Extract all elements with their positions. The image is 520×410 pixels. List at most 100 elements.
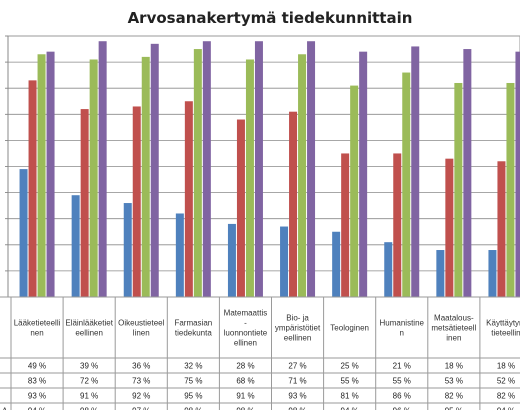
category-label: nen: [30, 329, 43, 338]
category-label: n: [400, 329, 404, 338]
plot-area: [5, 35, 520, 298]
bar-series4-5: [254, 41, 263, 297]
data-table: LääketieteellinenEläinlääketieteellinenO…: [0, 296, 520, 410]
bar-series1-1: [19, 169, 28, 297]
data-label: 91 %: [80, 392, 98, 401]
bar-series4-6: [307, 41, 316, 297]
bar-series4-4: [202, 41, 211, 297]
data-label: 73 %: [132, 377, 150, 386]
bar-series2-7: [341, 153, 350, 297]
data-label: 21 %: [393, 362, 411, 371]
bar-series2-4: [184, 101, 193, 297]
data-label: 95 %: [184, 392, 202, 401]
data-label: 82 %: [497, 392, 515, 401]
data-label: 94 %: [28, 407, 46, 410]
data-label: 55 %: [393, 377, 411, 386]
data-label: 86 %: [393, 392, 411, 401]
bar-series2-5: [236, 119, 245, 298]
bar-series2-10: [497, 161, 506, 297]
data-label: 92 %: [132, 392, 150, 401]
bar-series4-9: [463, 49, 472, 297]
bar-series3-8: [402, 72, 411, 297]
data-label: 32 %: [184, 362, 202, 371]
bar-series3-5: [245, 59, 254, 297]
bar-series2-1: [28, 80, 37, 298]
bar-series1-2: [71, 195, 80, 297]
bar-series4-8: [411, 46, 420, 297]
bar-series2-6: [289, 111, 298, 297]
data-label: 91 %: [236, 392, 254, 401]
category-label: inen: [446, 334, 461, 343]
bar-series2-8: [393, 153, 402, 297]
bar-series2-2: [80, 109, 89, 297]
category-label: Käyttäytym: [486, 319, 520, 328]
bar-series3-9: [454, 82, 463, 297]
data-label: 96 %: [393, 407, 411, 410]
category-label: eellinen: [75, 329, 103, 338]
bar-series1-4: [175, 213, 184, 297]
bar-series3-3: [141, 56, 150, 297]
bar-series4-3: [150, 43, 159, 297]
bar-series1-5: [227, 223, 236, 297]
data-label: 28 %: [236, 362, 254, 371]
bar-series3-4: [193, 49, 202, 297]
bar-series3-1: [37, 54, 46, 297]
data-label: 27 %: [288, 362, 306, 371]
bar-series1-8: [384, 242, 393, 297]
data-label: 82 %: [445, 392, 463, 401]
bar-series4-7: [359, 51, 368, 297]
category-label: Eläinlääketiet: [65, 319, 113, 328]
category-label: Maatalous-: [434, 314, 474, 323]
category-label: Matemaattis: [224, 309, 268, 318]
data-label: 93 %: [28, 392, 46, 401]
data-label: 49 %: [28, 362, 46, 371]
category-label: -: [244, 319, 247, 328]
category-label: Bio- ja: [286, 314, 309, 323]
bar-series1-6: [280, 226, 289, 297]
data-label: 94 %: [341, 407, 359, 410]
data-label: 98 %: [184, 407, 202, 410]
bar-series3-2: [89, 59, 98, 297]
bar-series1-7: [332, 231, 341, 297]
data-label: 72 %: [80, 377, 98, 386]
bar-series4-1: [46, 51, 55, 297]
bar-series4-2: [98, 41, 107, 297]
bar-series1-9: [436, 250, 445, 297]
bar-series3-10: [506, 82, 515, 297]
data-label: 25 %: [341, 362, 359, 371]
data-label: 97 %: [132, 407, 150, 410]
data-label: 98 %: [288, 407, 306, 410]
category-label: linen: [133, 329, 150, 338]
data-label: 93 %: [288, 392, 306, 401]
category-label: tieteellin: [491, 329, 520, 338]
data-label: 81 %: [341, 392, 359, 401]
data-label: 55 %: [341, 377, 359, 386]
data-label: 95 %: [445, 407, 463, 410]
data-label: 75 %: [184, 377, 202, 386]
series-label-fragment: A: [2, 407, 8, 410]
bar-series1-3: [123, 203, 132, 297]
bar-series2-9: [445, 158, 454, 297]
category-label: Teologinen: [330, 324, 369, 333]
data-label: 18 %: [445, 362, 463, 371]
data-label: 36 %: [132, 362, 150, 371]
category-label: metsätieteell: [431, 324, 476, 333]
bar-series2-3: [132, 106, 141, 297]
category-label: Humanistine: [380, 319, 425, 328]
data-label: 94 %: [497, 407, 515, 410]
category-label: luonnontiete: [224, 329, 268, 338]
category-label: Farmasian: [174, 319, 212, 328]
category-label: ympäristötiet: [275, 324, 321, 333]
category-label: ellinen: [234, 339, 257, 348]
data-label: 98 %: [80, 407, 98, 410]
bar-series3-7: [350, 85, 359, 297]
data-label: 83 %: [28, 377, 46, 386]
data-label: 18 %: [497, 362, 515, 371]
category-label: Oikeustieteel: [118, 319, 164, 328]
bar-series1-10: [488, 250, 497, 297]
category-label: eellinen: [284, 334, 312, 343]
bar-series4-10: [515, 51, 520, 297]
data-label: 98 %: [236, 407, 254, 410]
category-label: tiedekunta: [175, 329, 212, 338]
